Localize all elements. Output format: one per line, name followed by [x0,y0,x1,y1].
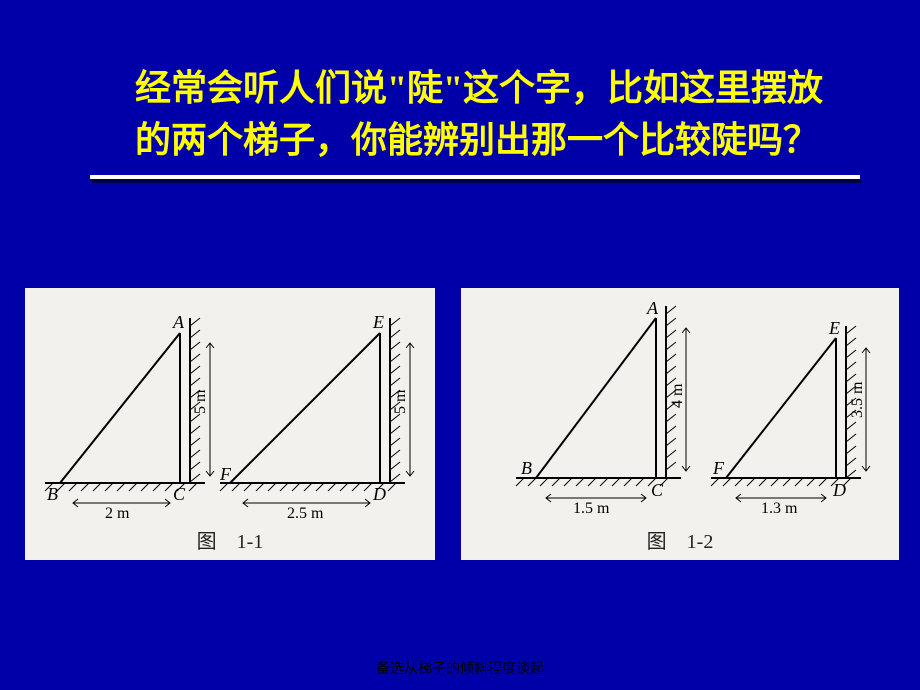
dim-height-1: 5 m [192,389,209,414]
dim-base-4: 1.3 m [761,500,798,517]
footer-text: 备选从梯子的倾斜程度谈起 [0,658,920,678]
label-D2: D [832,480,846,500]
label-E: E [372,312,384,332]
label-A: A [172,312,185,332]
figure-1-2-svg: A B C E F D 1.5 m 1.3 m 4 m 3.5 m [461,288,899,538]
label-F2: F [712,458,725,478]
dim-height-3: 4 m [669,383,686,408]
dim-base-1: 2 m [105,505,130,522]
figure-1-2-caption: 图 1-2 [461,525,899,554]
label-C: C [173,484,186,504]
figure-1-1-svg: A B C E F D 2 m 2.5 m 5 m 5 m [25,288,435,538]
dim-base-3: 1.5 m [573,500,610,517]
label-F: F [219,464,232,484]
title-text: 经常会听人们说"陡"这个字，比如这里摆放的两个梯子，你能辨别出那一个比较陡吗？ [135,62,835,166]
figure-1-1: A B C E F D 2 m 2.5 m 5 m 5 m 图 1-1 [25,288,435,560]
slide-title: 经常会听人们说"陡"这个字，比如这里摆放的两个梯子，你能辨别出那一个比较陡吗？ [135,62,835,166]
title-underline [90,175,860,179]
figure-row: A B C E F D 2 m 2.5 m 5 m 5 m 图 1-1 [25,288,895,560]
label-E2: E [828,318,840,338]
figure-1-2: A B C E F D 1.5 m 1.3 m 4 m 3.5 m 图 1-2 [461,288,899,560]
dim-base-2: 2.5 m [287,505,324,522]
dim-height-4: 3.5 m [849,381,866,418]
dim-height-2: 5 m [392,389,409,414]
label-B2: B [521,458,532,478]
label-D: D [372,484,386,504]
underline-shadow [92,179,862,183]
figure-1-1-caption: 图 1-1 [25,525,435,554]
label-C2: C [651,480,664,500]
label-A2: A [646,298,659,318]
label-B: B [47,484,58,504]
